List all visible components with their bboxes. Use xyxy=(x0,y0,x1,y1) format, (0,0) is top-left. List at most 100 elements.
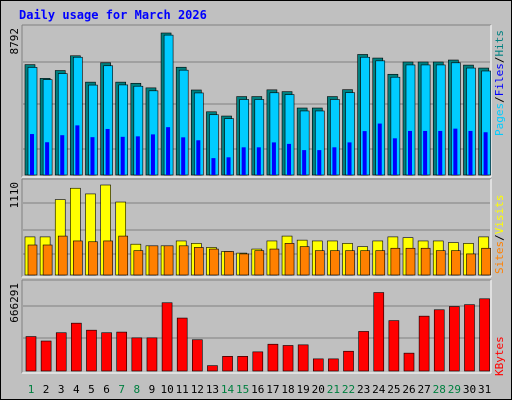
page-title: Daily usage for March 2026 xyxy=(19,8,207,22)
kbytes-bar xyxy=(116,331,128,372)
sites-bar xyxy=(133,250,144,276)
y-max-label-visits: 1110 xyxy=(8,182,21,209)
kbytes-bar xyxy=(297,344,309,372)
sites-bar xyxy=(163,245,174,276)
legend-kbytes: KBytes xyxy=(493,336,506,376)
day-label: 8 xyxy=(134,383,141,396)
legend-hits-files-pages-part: Files xyxy=(493,63,506,96)
day-label: 28 xyxy=(433,383,446,396)
pages-bar xyxy=(105,128,110,175)
pages-bar xyxy=(287,143,292,175)
legend-hits-files-pages-part: Pages xyxy=(493,103,506,136)
kbytes-bar xyxy=(237,356,248,372)
kbytes-bar xyxy=(86,329,97,372)
pages-bar xyxy=(271,142,276,175)
kbytes-bar xyxy=(146,337,158,372)
sites-bar xyxy=(330,250,340,276)
day-label: 7 xyxy=(118,383,125,396)
legend-visits-sites: Sites/Visits xyxy=(493,195,506,275)
day-label: 1 xyxy=(28,383,35,396)
kbytes-bar xyxy=(449,306,460,372)
pages-bar xyxy=(362,131,367,175)
day-label: 17 xyxy=(266,383,279,396)
sites-bar xyxy=(88,241,98,276)
kbytes-bar xyxy=(25,336,37,372)
sites-bar xyxy=(375,250,386,276)
sites-bar xyxy=(269,248,280,276)
day-label: 12 xyxy=(191,383,204,396)
sites-bar xyxy=(435,250,446,276)
pages-bar xyxy=(211,158,216,175)
pages-bar xyxy=(302,150,307,175)
day-label: 19 xyxy=(297,383,310,396)
day-label: 9 xyxy=(149,383,156,396)
sites-bar xyxy=(178,245,189,276)
day-label: 6 xyxy=(103,383,110,396)
sites-bar xyxy=(57,235,68,276)
sites-bar xyxy=(254,250,265,276)
day-label: 15 xyxy=(236,383,249,396)
kbytes-bar xyxy=(479,298,490,372)
kbytes-bar xyxy=(252,351,264,372)
legend-visits-sites-part: Visits xyxy=(493,195,506,235)
kbytes-bar xyxy=(71,322,82,372)
pages-bar xyxy=(483,132,488,175)
day-label: 5 xyxy=(88,383,95,396)
pages-bar xyxy=(181,137,186,175)
kbytes-bar xyxy=(403,352,415,372)
pages-bar xyxy=(377,123,382,175)
day-label: 16 xyxy=(251,383,264,396)
legend-hits-files-pages: Pages/Files/Hits xyxy=(493,30,506,136)
day-label: 11 xyxy=(176,383,189,396)
pages-bar xyxy=(75,125,80,175)
day-label: 26 xyxy=(402,383,415,396)
kbytes-bar xyxy=(388,320,400,372)
pages-bar xyxy=(347,142,352,175)
kbytes-bar xyxy=(131,337,143,372)
day-label: 20 xyxy=(312,383,325,396)
pages-bar xyxy=(423,130,428,175)
kbytes-bar xyxy=(418,315,430,372)
day-label: 29 xyxy=(448,383,461,396)
pages-bar xyxy=(438,130,443,175)
pages-bar xyxy=(166,127,171,175)
pages-bar xyxy=(150,134,155,175)
pages-bar xyxy=(226,157,231,175)
sites-bar xyxy=(481,247,491,276)
kbytes-bar xyxy=(343,350,354,372)
sites-bar xyxy=(284,243,295,276)
day-label: 31 xyxy=(478,383,491,396)
sites-bar xyxy=(224,251,234,276)
pages-bar xyxy=(332,147,337,175)
kbytes-bar xyxy=(328,358,339,372)
sites-bar xyxy=(73,240,83,276)
sites-bar xyxy=(42,244,53,276)
pages-bar xyxy=(135,136,140,175)
pages-bar xyxy=(256,147,261,175)
sites-bar xyxy=(420,247,431,276)
day-label: 24 xyxy=(372,383,386,396)
pages-bar xyxy=(317,150,322,175)
kbytes-bar xyxy=(161,302,173,372)
pages-bar xyxy=(468,130,473,175)
sites-bar xyxy=(299,246,310,276)
pages-bar xyxy=(196,140,201,175)
sites-bar xyxy=(360,250,370,276)
kbytes-bar xyxy=(176,317,188,372)
kbytes-bar xyxy=(464,304,475,372)
pages-bar xyxy=(30,134,34,175)
legend-visits-sites-part: / xyxy=(493,234,506,241)
sites-bar xyxy=(103,240,113,276)
pages-bar xyxy=(453,128,458,175)
sites-bar xyxy=(148,245,159,276)
kbytes-bar xyxy=(312,358,324,372)
sites-bar xyxy=(27,244,38,276)
pages-bar xyxy=(392,138,397,175)
day-label: 14 xyxy=(221,383,235,396)
pages-bar xyxy=(241,147,246,175)
day-label: 25 xyxy=(387,383,400,396)
y-max-label-hits: 8792 xyxy=(8,28,21,55)
pages-bar xyxy=(45,142,50,175)
kbytes-bar xyxy=(267,343,279,372)
